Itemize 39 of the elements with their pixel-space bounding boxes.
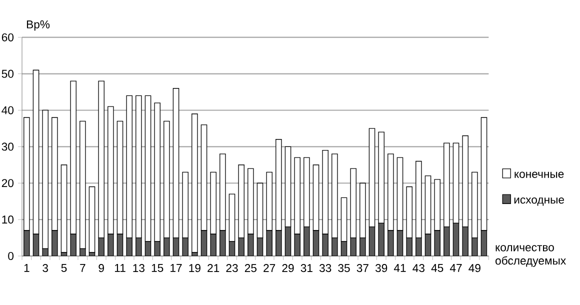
x-tick-label: 11 [114, 264, 126, 272]
y-tick-label: 60 [2, 33, 14, 42]
y-tick-label: 40 [2, 106, 14, 114]
x-axis-title: количество обследуемых [496, 245, 566, 267]
x-tick-label: 17 [170, 264, 182, 272]
x-tick-label: 25 [244, 264, 257, 272]
y-tick-label: 10 [2, 216, 14, 224]
bar [192, 114, 198, 253]
x-tick-label: 41 [394, 264, 406, 272]
x-tick-label: 31 [300, 264, 312, 272]
x-tick-label: 35 [338, 264, 350, 272]
x-tick-label: 37 [356, 264, 368, 272]
y-tick-label: 20 [2, 179, 14, 188]
x-tick-label: 27 [264, 264, 276, 272]
x-tick-label: 13 [133, 264, 144, 272]
y-tick-label: 0 [8, 252, 14, 260]
x-tick-label: 19 [189, 264, 200, 272]
x-tick-label: 3 [42, 264, 48, 272]
x-tick-label: 39 [375, 264, 388, 272]
x-tick-label: 29 [282, 264, 294, 272]
y-tick-label: 30 [2, 142, 14, 151]
bar [88, 186, 96, 253]
x-tick-label: 21 [208, 264, 220, 272]
x-tick-label: 15 [152, 264, 164, 272]
legend-label: исходные [514, 197, 564, 206]
legend-label: конечные [514, 172, 564, 178]
x-tick-label: 49 [468, 264, 480, 272]
y-axis-title: Вр% [26, 20, 50, 31]
bar [60, 164, 68, 253]
x-tick-label: 45 [431, 264, 444, 272]
x-tick-label: 5 [61, 264, 67, 272]
x-tick-label: 43 [412, 264, 424, 272]
x-tick-label: 7 [80, 264, 86, 272]
x-tick-label: 1 [24, 264, 30, 272]
x-tick-label: 23 [226, 264, 238, 272]
x-tick-label: 33 [319, 264, 332, 272]
x-tick-label: 47 [450, 264, 462, 272]
x-tick-label: 9 [98, 264, 104, 272]
y-tick-label: 50 [2, 70, 14, 78]
